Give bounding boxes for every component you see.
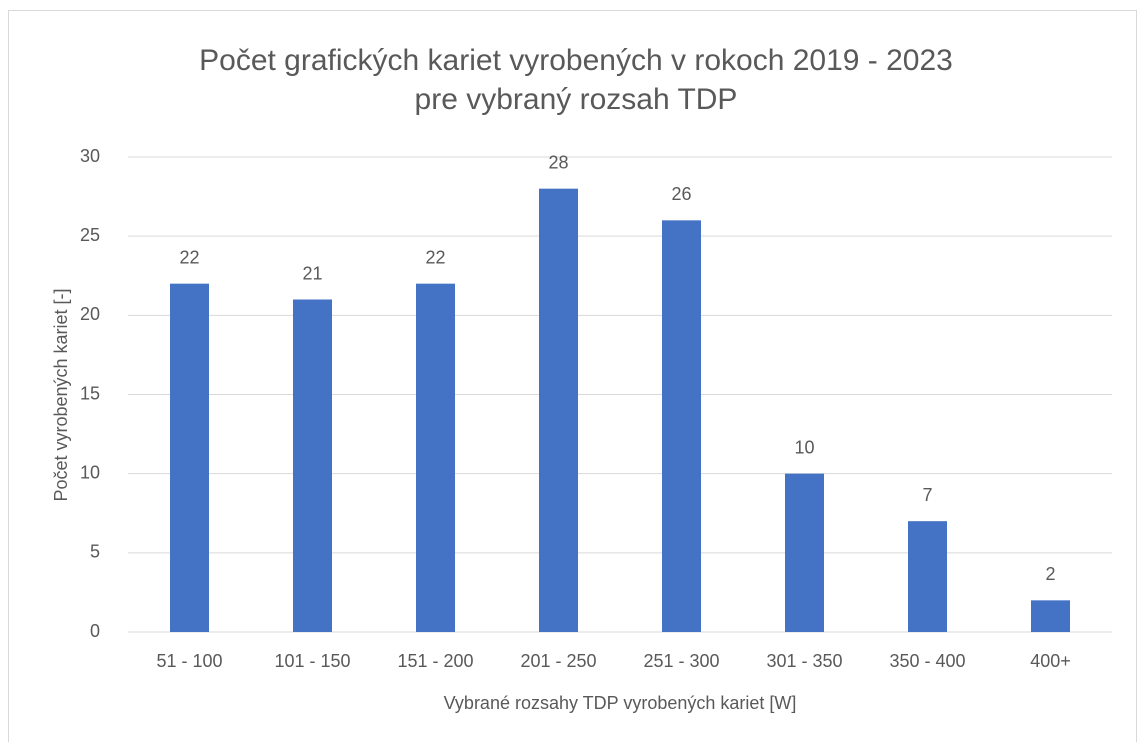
bar (1031, 600, 1070, 632)
x-tick-label: 101 - 150 (274, 651, 350, 671)
x-tick-label: 301 - 350 (766, 651, 842, 671)
y-tick-label: 30 (80, 146, 100, 166)
bar (170, 283, 209, 632)
data-label: 22 (425, 247, 445, 267)
data-label: 26 (671, 184, 691, 204)
bar (539, 188, 578, 632)
x-tick-label: 201 - 250 (520, 651, 596, 671)
bar (416, 283, 455, 632)
x-axis-title: Vybrané rozsahy TDP vyrobených kariet [W… (444, 693, 797, 713)
data-label: 28 (548, 152, 568, 172)
data-label: 10 (794, 437, 814, 457)
bar (785, 473, 824, 632)
x-tick-label: 151 - 200 (397, 651, 473, 671)
data-label: 22 (179, 247, 199, 267)
bar (908, 521, 947, 632)
chart-title: pre vybraný rozsah TDP (415, 83, 738, 116)
y-axis-title: Počet vyrobených kariet [-] (51, 288, 71, 501)
y-tick-label: 15 (80, 383, 100, 403)
y-tick-label: 25 (80, 225, 100, 245)
data-label: 7 (922, 485, 932, 505)
x-tick-label: 400+ (1030, 651, 1071, 671)
bar (662, 220, 701, 633)
data-label: 2 (1045, 564, 1055, 584)
chart-title: Počet grafických kariet vyrobených v rok… (199, 44, 953, 77)
x-tick-label: 251 - 300 (643, 651, 719, 671)
y-tick-label: 10 (80, 462, 100, 482)
data-label: 21 (302, 263, 322, 283)
y-tick-label: 20 (80, 304, 100, 324)
y-tick-label: 0 (90, 621, 100, 641)
y-tick-label: 5 (90, 542, 100, 562)
x-tick-label: 51 - 100 (156, 651, 222, 671)
bar (293, 299, 332, 632)
x-tick-label: 350 - 400 (889, 651, 965, 671)
